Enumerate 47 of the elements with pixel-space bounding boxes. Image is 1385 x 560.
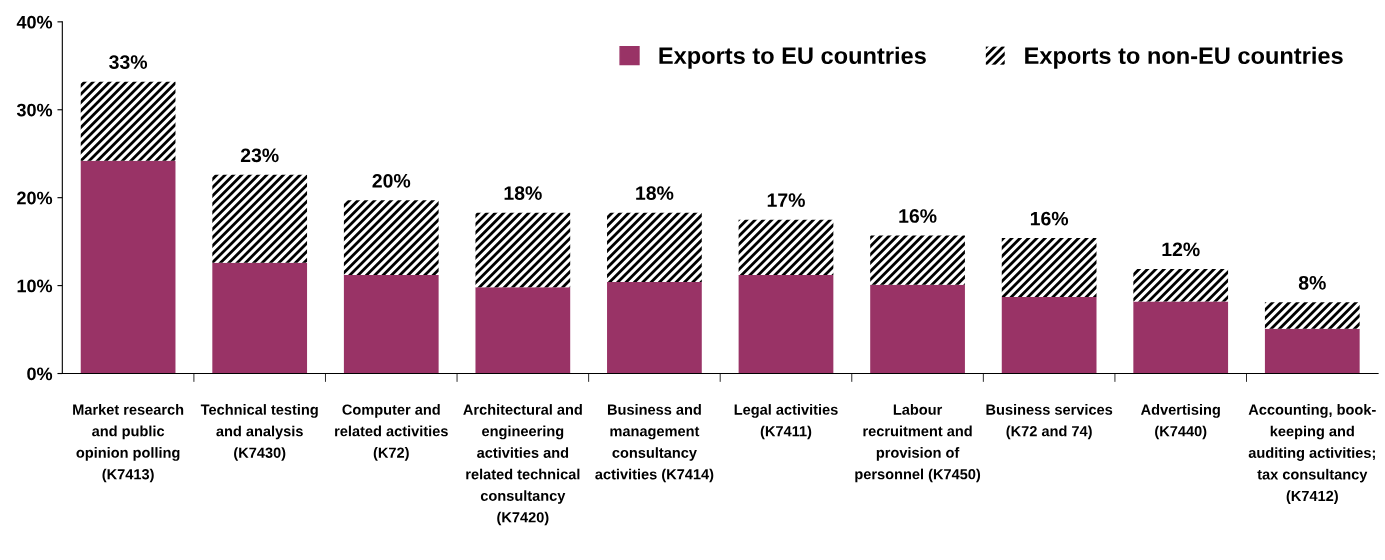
bar [80,81,176,161]
bar [870,284,965,374]
bar [607,282,702,374]
bar [80,160,176,374]
bar [343,275,439,374]
bar [475,287,571,374]
bar [1001,297,1097,374]
bar [343,200,439,276]
bar [1264,302,1360,329]
total-label: 12% [1162,242,1200,257]
x-tick-label: Architectural and engineering activities and related technical consultancy (K7420) [463,404,582,526]
x-tick-label: Business and management consultancy activities (K7414) [595,404,714,483]
y-tick-label: 10% [17,279,53,293]
x-tick-label: Technical testing and analysis (K7430) [200,404,318,461]
total-label: 33% [109,55,148,70]
bar [1133,301,1229,374]
bar [212,262,308,374]
legend-label: Exports to EU countries [659,46,926,69]
y-tick-label: 30% [16,103,53,117]
bar [1001,238,1097,298]
bar [738,219,834,276]
bar [1264,328,1360,374]
bar [870,235,965,285]
x-tick-label: Market research and public opinion polling (K7413) [73,404,184,483]
x-tick-label: Advertising (K7440) [1140,404,1220,440]
x-tick-label: Labour recruitment and provision of personnel (K7450) [855,404,981,483]
x-tick-label: Accounting, book- keeping and auditing activities; tax consultancy (K7412) [1248,404,1376,504]
x-tick-label: Computer and related activities (K72) [335,404,448,461]
legend-label: Exports to non-EU countries [1025,46,1343,69]
bar [1133,268,1229,302]
bar [738,275,834,374]
x-tick-label: Business services (K72 and 74) [986,404,1113,440]
total-label: 20% [372,173,411,188]
bar [475,212,571,288]
bar [607,212,702,283]
total-label: 18% [636,186,674,200]
y-tick-label: 40% [16,15,53,29]
x-tick-label: Legal activities (K7411) [734,404,838,440]
total-label: 23% [240,148,279,163]
total-label: 16% [899,209,937,223]
total-label: 18% [504,186,542,200]
y-tick-label: 0% [27,367,53,381]
bar [212,174,308,263]
total-label: 8% [1298,275,1326,290]
y-tick-label: 20% [17,191,53,205]
total-label: 16% [1030,211,1069,226]
total-label: 17% [767,193,805,207]
